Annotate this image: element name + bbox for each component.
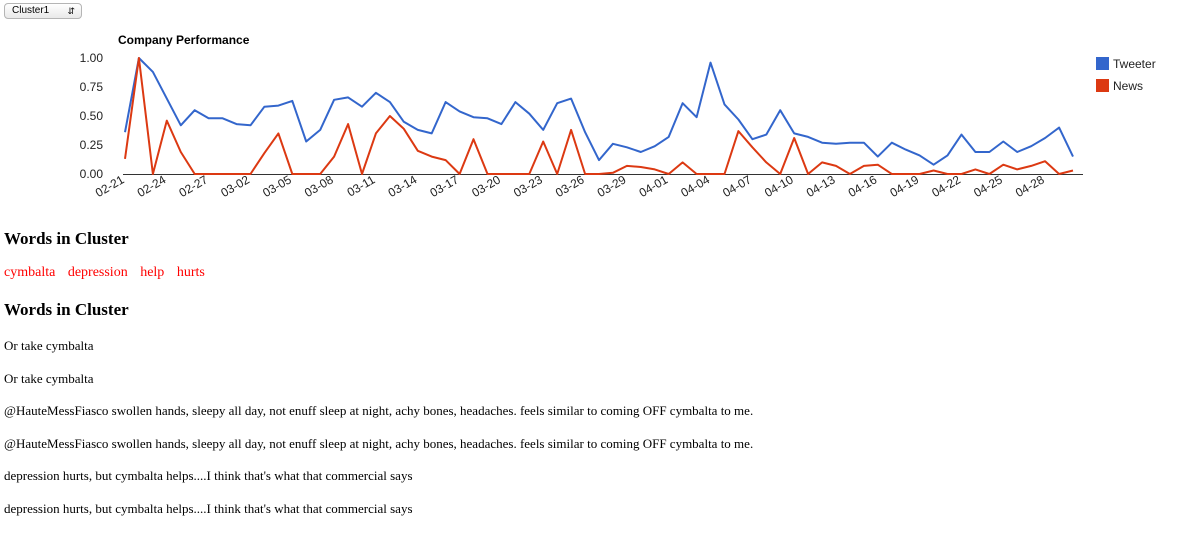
x-tick-label: 04-28 [1013, 172, 1047, 200]
legend-swatch-news [1096, 79, 1109, 92]
x-tick-label: 04-19 [888, 172, 922, 200]
tweet-item: @HauteMessFiasco swollen hands, sleepy a… [4, 436, 753, 469]
tweet-item: depression hurts, but cymbalta helps....… [4, 501, 753, 533]
x-tick-label: 02-27 [177, 172, 211, 200]
tweet-list: Or take cymbalta Or take cymbalta @Haute… [4, 338, 753, 533]
x-tick-label: 03-05 [260, 172, 294, 200]
y-tick-label: 0.25 [80, 138, 104, 152]
x-tick-label: 03-20 [469, 172, 503, 200]
x-tick-label: 03-11 [345, 172, 378, 199]
x-tick-label: 04-07 [720, 172, 754, 200]
x-tick-label: 04-04 [678, 172, 712, 200]
y-tick-label: 0.00 [80, 167, 104, 181]
series-line-news [125, 58, 1073, 174]
cluster-select[interactable]: Cluster1 ⇵ [4, 3, 82, 19]
x-tick-label: 03-02 [218, 172, 252, 200]
x-tick-label: 03-23 [511, 172, 545, 200]
tweet-item: @HauteMessFiasco swollen hands, sleepy a… [4, 403, 753, 436]
x-tick-label: 03-17 [427, 172, 461, 200]
cluster-word[interactable]: cymbalta [4, 265, 55, 280]
chart-title: Company Performance [118, 33, 250, 47]
x-tick-label: 04-22 [929, 172, 963, 200]
x-tick-label: 03-14 [386, 172, 420, 200]
tweet-item: Or take cymbalta [4, 371, 753, 404]
x-tick-label: 03-08 [302, 172, 336, 200]
tweet-item: depression hurts, but cymbalta helps....… [4, 468, 753, 501]
tweet-item: Or take cymbalta [4, 338, 753, 371]
x-tick-label: 04-25 [971, 172, 1005, 200]
legend-label-news: News [1113, 79, 1143, 93]
y-tick-label: 0.50 [80, 109, 104, 123]
x-tick-label: 02-24 [135, 172, 169, 200]
legend-swatch-tweeter [1096, 57, 1109, 70]
y-tick-label: 1.00 [80, 51, 104, 65]
company-performance-chart: Company Performance 0.00 0.25 0.50 0.75 1.00 0… [0, 28, 1189, 208]
x-tick-label: 03-26 [553, 172, 587, 200]
x-tick-label: 04-01 [637, 172, 671, 200]
x-tick-label: 04-16 [846, 172, 880, 200]
cluster-word[interactable]: hurts [177, 265, 205, 280]
cluster-select-value: Cluster1 [12, 5, 49, 16]
select-arrows-icon: ⇵ [67, 4, 75, 18]
cluster-words-list: cymbalta depression help hurts [4, 265, 214, 281]
x-tick-label: 03-29 [595, 172, 629, 200]
words-in-cluster-heading-2: Words in Cluster [4, 300, 129, 320]
cluster-word[interactable]: depression [68, 265, 128, 280]
cluster-word[interactable]: help [140, 265, 164, 280]
x-tick-label: 04-13 [804, 172, 838, 200]
y-tick-label: 0.75 [80, 80, 104, 94]
x-tick-label: 04-10 [762, 172, 796, 200]
legend-label-tweeter: Tweeter [1113, 57, 1156, 71]
words-in-cluster-heading: Words in Cluster [4, 229, 129, 249]
